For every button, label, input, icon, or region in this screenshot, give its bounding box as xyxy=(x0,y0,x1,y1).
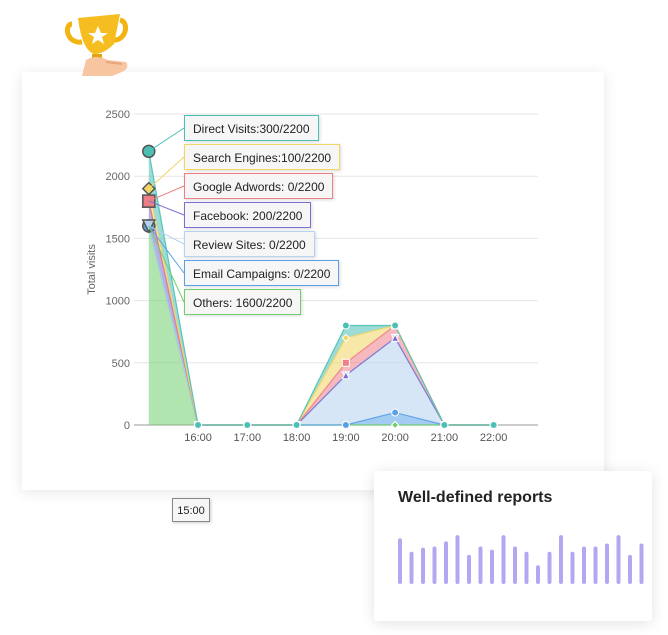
report-bar xyxy=(639,543,644,584)
y-axis-title: Total visits xyxy=(86,244,98,295)
tooltip-item: Facebook: 200/2200 xyxy=(184,202,312,228)
tooltip-connector xyxy=(148,225,185,303)
x-tick-label: 18:00 xyxy=(283,432,311,444)
x-tick-label: 17:00 xyxy=(234,432,262,444)
x-tick-label: 21:00 xyxy=(431,432,459,444)
x-tick-label: 16:00 xyxy=(184,432,212,444)
report-title: Well-defined reports xyxy=(398,489,553,506)
area-review-sites xyxy=(148,225,494,425)
data-point xyxy=(142,144,156,159)
data-point xyxy=(341,321,350,330)
data-point xyxy=(489,421,498,429)
data-point xyxy=(390,420,400,430)
report-bar xyxy=(559,535,563,584)
report-bar xyxy=(513,546,517,584)
report-bar xyxy=(490,549,494,584)
report-bar xyxy=(616,535,621,584)
tooltip-connector xyxy=(148,225,185,245)
trophy-hand-icon xyxy=(64,14,129,76)
report-bar xyxy=(455,535,460,584)
data-point xyxy=(243,421,252,429)
report-bar xyxy=(478,546,483,584)
report-bar xyxy=(536,565,540,584)
tooltip-connector xyxy=(148,156,185,190)
tooltip-connector xyxy=(148,225,185,274)
data-point xyxy=(292,421,301,429)
chart-card: 0 500 1000 1500 2000 2500 Total visits 16:00 17:… xyxy=(22,72,604,522)
report-bar xyxy=(605,543,609,584)
tooltip-item: Search Engines:100/2200 xyxy=(184,144,341,170)
report-bar xyxy=(444,541,448,584)
data-point xyxy=(341,358,350,367)
report-card: Well-defined reports xyxy=(374,471,652,621)
data-point xyxy=(341,333,351,343)
data-point xyxy=(194,421,203,429)
report-bar xyxy=(524,551,529,584)
data-point xyxy=(391,408,400,417)
x-hover-label: 15:00 xyxy=(172,498,210,522)
data-point xyxy=(341,421,350,429)
report-bar xyxy=(501,535,506,584)
report-bar xyxy=(593,546,598,584)
data-point xyxy=(390,333,400,342)
report-bar xyxy=(421,547,425,584)
x-tick-label: 19:00 xyxy=(332,432,360,444)
tooltip-connector xyxy=(148,185,185,202)
y-tick-label: 1000 xyxy=(106,296,130,308)
report-bar-sparkline xyxy=(398,535,644,584)
data-point xyxy=(440,421,449,429)
report-bar xyxy=(582,546,586,584)
data-point xyxy=(391,321,400,330)
tooltip-connector xyxy=(148,200,185,216)
report-bar xyxy=(432,546,437,584)
tooltip-item: Email Campaigns: 0/2200 xyxy=(184,260,340,286)
tooltip-connector xyxy=(148,127,185,152)
data-point xyxy=(341,370,351,380)
report-bar xyxy=(398,538,402,584)
tooltip-item: Direct Visits:300/2200 xyxy=(184,115,319,141)
y-tick-label: 500 xyxy=(112,358,130,370)
y-tick-label: 0 xyxy=(124,420,130,432)
y-tick-label: 2500 xyxy=(106,109,130,121)
y-tick-label: 2000 xyxy=(106,171,130,183)
area-chart: 0 500 1000 1500 2000 2500 Total visits 16:00 17:… xyxy=(86,109,538,444)
tooltip-item: Google Adwords: 0/2200 xyxy=(184,173,334,199)
tooltip-item: Review Sites: 0/2200 xyxy=(184,231,315,257)
tooltip-item: Others: 1600/2200 xyxy=(184,289,302,315)
x-tick-label: 22:00 xyxy=(480,432,508,444)
area-others xyxy=(148,225,494,425)
report-bar xyxy=(467,554,471,584)
y-tick-label: 1500 xyxy=(106,233,130,245)
report-bar xyxy=(570,551,575,584)
report-bar xyxy=(409,551,414,584)
report-bar xyxy=(628,554,632,584)
line-direct-visits xyxy=(148,151,494,426)
report-bar xyxy=(547,551,552,584)
x-tick-label: 20:00 xyxy=(381,432,409,444)
